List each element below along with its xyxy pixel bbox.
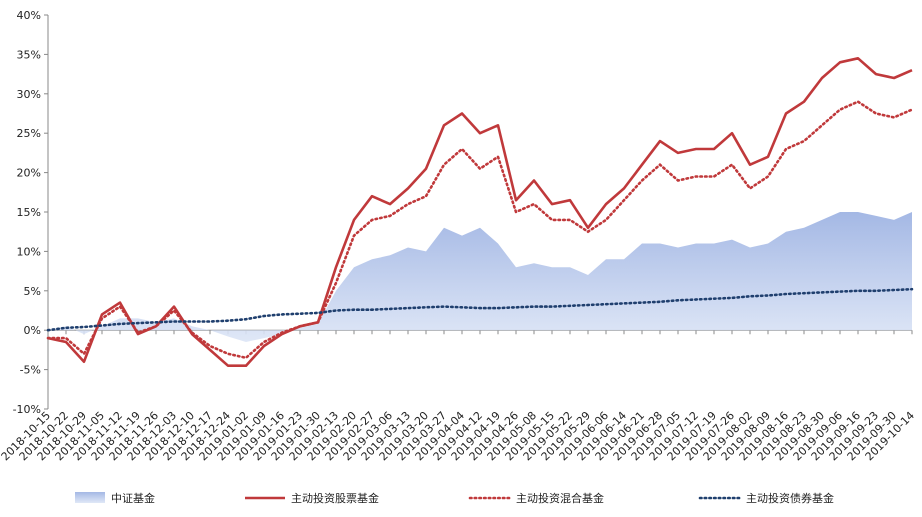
y-tick-label: 40% (17, 9, 41, 22)
y-tick-label: -10% (13, 403, 41, 416)
legend-label-3: 主动投资债券基金 (746, 491, 834, 505)
legend-label-1: 主动投资股票基金 (291, 491, 379, 505)
y-tick-label: 10% (17, 245, 41, 258)
y-tick-label: 20% (17, 167, 41, 180)
legend-label-2: 主动投资混合基金 (516, 491, 604, 505)
y-tick-label: 5% (24, 285, 41, 298)
series-line-3 (46, 287, 914, 332)
plot-area (46, 57, 914, 367)
legend-label-0: 中证基金 (111, 491, 155, 505)
legend: 中证基金 主动投资股票基金 主动投资混合基金 主动投资债券基金 (75, 491, 834, 505)
y-tick-label: 35% (17, 48, 41, 61)
y-axis: -10% -5% 0% 5% 10% 15% 20% 25% 30% 35% 40% (13, 9, 49, 416)
legend-swatch-0 (75, 492, 105, 503)
x-axis: 2018-10-152018-10-222018-10-292018-11-05… (0, 329, 917, 463)
series-area-0 (48, 212, 912, 342)
y-tick-label: 30% (17, 88, 41, 101)
y-tick-label: 25% (17, 127, 41, 140)
series-line-2 (46, 100, 914, 360)
y-tick-label: 15% (17, 206, 41, 219)
y-tick-label: 0% (24, 324, 41, 337)
y-tick-label: -5% (20, 364, 41, 377)
